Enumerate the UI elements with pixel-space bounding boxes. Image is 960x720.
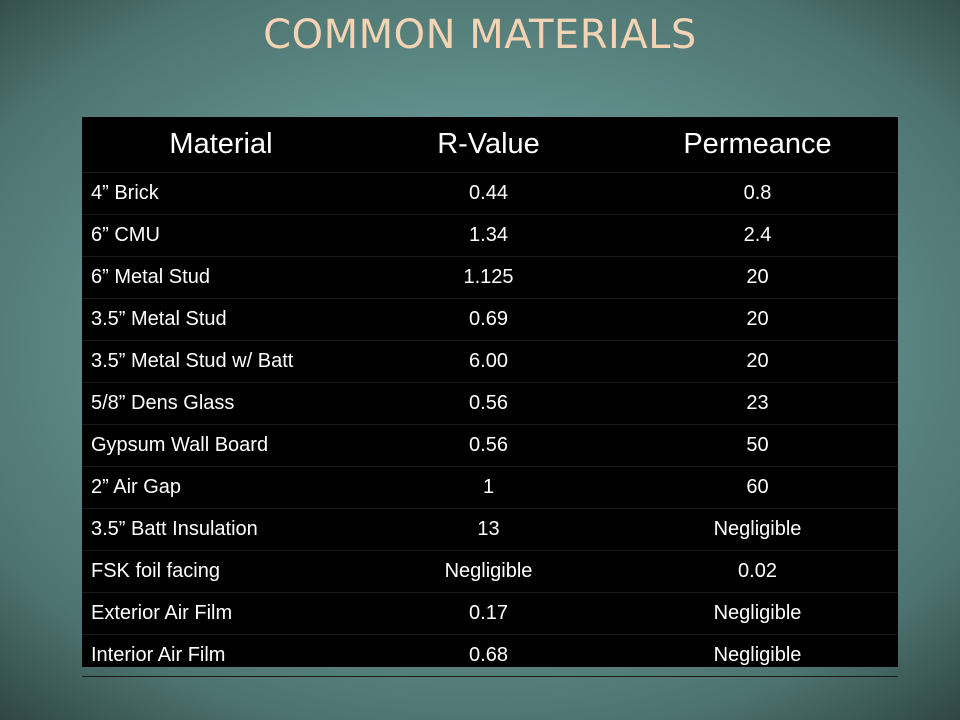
page-title: COMMON MATERIALS — [263, 12, 697, 58]
material-cell: Interior Air Film — [82, 634, 360, 677]
material-cell: FSK foil facing — [82, 550, 360, 593]
permeance-cell: 20 — [617, 298, 898, 341]
permeance-cell: 2.4 — [617, 214, 898, 257]
r-value-cell: 6.00 — [360, 340, 617, 383]
material-cell: Gypsum Wall Board — [82, 424, 360, 467]
table-row: 2” Air Gap 1 60 — [82, 466, 898, 509]
table-row: 3.5” Metal Stud w/ Batt 6.00 20 — [82, 340, 898, 383]
material-cell: 5/8” Dens Glass — [82, 382, 360, 425]
r-value-cell: 0.68 — [360, 634, 617, 677]
header-r-value: R-Value — [360, 117, 617, 173]
table-row: 5/8” Dens Glass 0.56 23 — [82, 382, 898, 425]
permeance-cell: 60 — [617, 466, 898, 509]
r-value-cell: Negligible — [360, 550, 617, 593]
table-row: Gypsum Wall Board 0.56 50 — [82, 424, 898, 467]
permeance-cell: 0.8 — [617, 172, 898, 215]
table-row: FSK foil facing Negligible 0.02 — [82, 550, 898, 593]
r-value-cell: 1.125 — [360, 256, 617, 299]
r-value-cell: 0.17 — [360, 592, 617, 635]
material-cell: 4” Brick — [82, 172, 360, 215]
table-row: Exterior Air Film 0.17 Negligible — [82, 592, 898, 635]
r-value-cell: 0.56 — [360, 424, 617, 467]
r-value-cell: 13 — [360, 508, 617, 551]
material-cell: 3.5” Metal Stud — [82, 298, 360, 341]
table-header-row: Material R-Value Permeance — [82, 117, 898, 173]
material-cell: 2” Air Gap — [82, 466, 360, 509]
table-row: 6” CMU 1.34 2.4 — [82, 214, 898, 257]
table-row: 4” Brick 0.44 0.8 — [82, 172, 898, 215]
permeance-cell: 0.02 — [617, 550, 898, 593]
header-permeance: Permeance — [617, 117, 898, 173]
permeance-cell: Negligible — [617, 508, 898, 551]
permeance-cell: 23 — [617, 382, 898, 425]
permeance-cell: Negligible — [617, 634, 898, 677]
materials-table: Material R-Value Permeance 4” Brick 0.44… — [82, 117, 898, 677]
material-cell: Exterior Air Film — [82, 592, 360, 635]
r-value-cell: 0.56 — [360, 382, 617, 425]
permeance-cell: 20 — [617, 340, 898, 383]
table-row: 3.5” Batt Insulation 13 Negligible — [82, 508, 898, 551]
permeance-cell: Negligible — [617, 592, 898, 635]
material-cell: 6” Metal Stud — [82, 256, 360, 299]
r-value-cell: 0.44 — [360, 172, 617, 215]
material-cell: 6” CMU — [82, 214, 360, 257]
r-value-cell: 1.34 — [360, 214, 617, 257]
materials-table-container: Material R-Value Permeance 4” Brick 0.44… — [82, 117, 898, 677]
permeance-cell: 50 — [617, 424, 898, 467]
material-cell: 3.5” Batt Insulation — [82, 508, 360, 551]
header-material: Material — [82, 117, 360, 173]
r-value-cell: 0.69 — [360, 298, 617, 341]
table-row: Interior Air Film 0.68 Negligible — [82, 634, 898, 677]
r-value-cell: 1 — [360, 466, 617, 509]
permeance-cell: 20 — [617, 256, 898, 299]
material-cell: 3.5” Metal Stud w/ Batt — [82, 340, 360, 383]
table-row: 6” Metal Stud 1.125 20 — [82, 256, 898, 299]
table-row: 3.5” Metal Stud 0.69 20 — [82, 298, 898, 341]
